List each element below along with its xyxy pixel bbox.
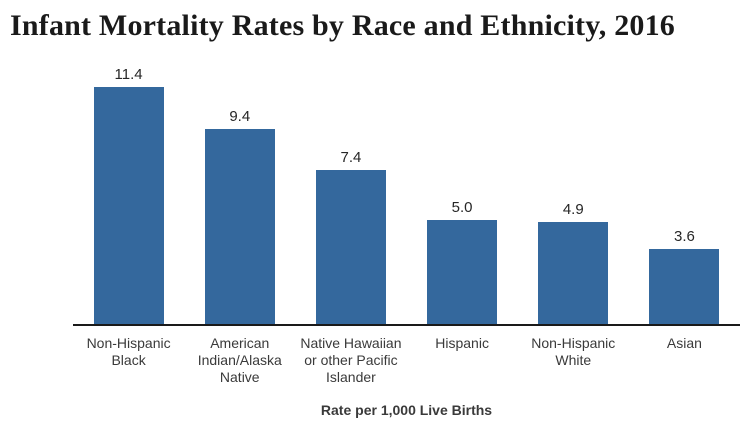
bar (93, 87, 164, 324)
category-label: Non-Hispanic White (531, 335, 616, 368)
category-label: Non-Hispanic Black (86, 335, 171, 368)
bar-value-label: 5.0 (451, 199, 473, 216)
category-label: Hispanic (435, 335, 489, 351)
bar (315, 170, 386, 324)
bar (538, 222, 609, 324)
bar-chart: 11.4 9.4 7.4 5.0 4.9 3.6 Non-Hispanic Black Am… (73, 62, 740, 418)
bar (649, 249, 720, 324)
category-label: Native Hawaiian or other Pacific Islande… (300, 335, 402, 385)
bar-value-label: 3.6 (674, 228, 695, 245)
x-axis-title: Rate per 1,000 Live Births (320, 402, 493, 418)
bar-column: 9.4 (184, 62, 295, 324)
category-axis: Non-Hispanic Black American Indian/Alaska… (73, 326, 740, 386)
plot-area: 11.4 9.4 7.4 5.0 4.9 3.6 (73, 62, 740, 326)
category-label: Asian (666, 335, 702, 351)
chart-title: Infant Mortality Rates by Race and Ethni… (10, 9, 675, 42)
bar-column: 7.4 (295, 62, 406, 324)
bar-value-label: 9.4 (229, 108, 251, 125)
bar-column: 5.0 (407, 62, 518, 324)
category-label: American Indian/Alaska Native (197, 335, 282, 385)
bar-value-label: 4.9 (562, 201, 584, 218)
bar-value-label: 11.4 (114, 66, 143, 83)
bar-column: 4.9 (518, 62, 629, 324)
bar (204, 129, 275, 324)
bar (427, 220, 498, 324)
bar-column: 3.6 (629, 62, 740, 324)
bar-column: 11.4 (73, 62, 184, 324)
bar-value-label: 7.4 (340, 149, 362, 166)
